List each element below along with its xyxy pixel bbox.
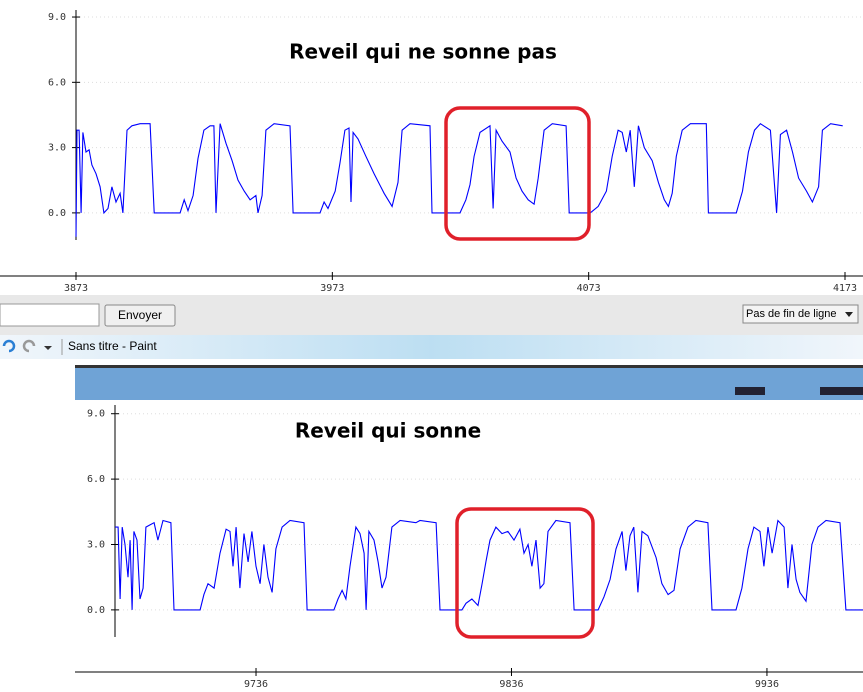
qa-dropdown[interactable]: [44, 346, 52, 350]
y-tick-label: 0.0: [87, 605, 105, 616]
highlight-box: [444, 106, 591, 241]
line-ending-select[interactable]: [742, 304, 859, 324]
y-tick-label: 3.0: [48, 143, 66, 154]
plots: 0.0 3.0 6.0 9.0 3873 3973 4073 4173 0.0 3.0 6.0 9.0…: [48, 12, 863, 690]
y-tick-label: 9.0: [87, 409, 105, 420]
ribbon-item: [820, 387, 863, 395]
redo-icon[interactable]: [22, 339, 36, 353]
serial-input[interactable]: [0, 303, 100, 327]
data-line: [75, 122, 843, 237]
highlight-box: [455, 507, 595, 639]
x-tick-label: 9736: [244, 679, 268, 690]
chart-title: Reveil qui sonne: [295, 419, 481, 443]
x-tick-label: 4173: [833, 283, 857, 294]
paint-left: [0, 359, 75, 400]
y-tick-label: 9.0: [48, 12, 66, 23]
ribbon-edge: [75, 365, 863, 368]
send-button-label: Envoyer: [118, 308, 162, 322]
x-tick-label: 9836: [499, 679, 523, 690]
window-title: Sans titre - Paint: [68, 339, 157, 353]
paint-ribbon: [75, 365, 863, 400]
ribbon-item: [735, 387, 765, 395]
plot-background: [0, 400, 863, 692]
x-tick-label: 3873: [64, 283, 88, 294]
y-tick-label: 3.0: [87, 539, 105, 550]
dropdown-arrow: [845, 312, 853, 317]
titlebar-glow: [0, 335, 863, 359]
y-tick-label: 6.0: [48, 77, 66, 88]
y-tick-label: 6.0: [87, 474, 105, 485]
send-button[interactable]: [104, 304, 176, 327]
y-tick-label: 0.0: [48, 208, 66, 219]
data-line: [115, 519, 863, 611]
line-ending-label: Pas de fin de ligne: [746, 308, 837, 320]
undo-icon[interactable]: [2, 339, 16, 353]
x-tick-label: 4073: [577, 283, 601, 294]
x-tick-label: 9936: [755, 679, 779, 690]
x-tick-label: 3973: [320, 283, 344, 294]
chart-title: Reveil qui ne sonne pas: [289, 40, 557, 64]
